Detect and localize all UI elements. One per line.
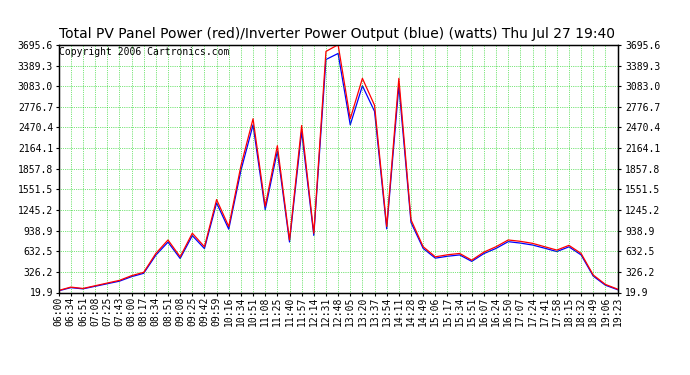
Text: Copyright 2006 Cartronics.com: Copyright 2006 Cartronics.com xyxy=(59,48,230,57)
Text: Total PV Panel Power (red)/Inverter Power Output (blue) (watts) Thu Jul 27 19:40: Total PV Panel Power (red)/Inverter Powe… xyxy=(59,27,615,41)
